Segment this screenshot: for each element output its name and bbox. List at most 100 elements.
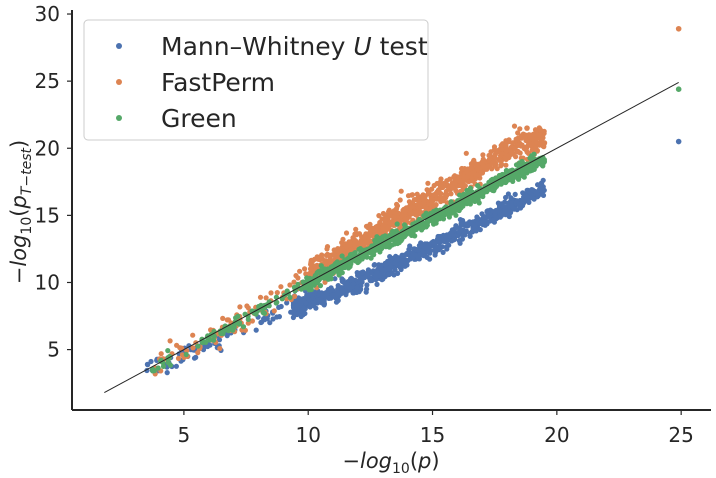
data-point xyxy=(333,268,339,274)
reference-line xyxy=(104,82,679,393)
data-point xyxy=(294,306,300,312)
data-point xyxy=(503,144,509,150)
data-point xyxy=(409,192,415,198)
data-point xyxy=(534,148,540,154)
data-point xyxy=(448,191,454,197)
data-point xyxy=(202,343,208,349)
data-point xyxy=(450,185,456,191)
data-point xyxy=(335,297,341,304)
data-point xyxy=(482,166,488,172)
legend-marker xyxy=(116,115,122,121)
data-point xyxy=(284,300,290,306)
data-point xyxy=(287,294,293,300)
data-point xyxy=(399,213,405,219)
data-point xyxy=(508,195,514,201)
data-point xyxy=(312,272,318,279)
data-point xyxy=(440,216,447,222)
data-point xyxy=(529,136,535,142)
x-ticks: 5 10 15 20 25 xyxy=(178,410,694,447)
data-point xyxy=(408,204,415,210)
data-point xyxy=(434,244,440,250)
data-point xyxy=(367,275,373,281)
data-point xyxy=(288,309,294,315)
data-point xyxy=(443,204,449,210)
data-point xyxy=(431,182,437,189)
x-tick-label: 15 xyxy=(420,423,445,447)
data-point xyxy=(503,179,509,186)
data-point xyxy=(402,262,408,268)
data-point xyxy=(237,304,243,310)
data-point xyxy=(519,142,525,148)
data-point xyxy=(428,202,434,208)
data-point xyxy=(295,311,301,317)
data-point xyxy=(459,166,465,172)
data-point xyxy=(318,263,324,269)
data-point xyxy=(468,195,474,202)
data-point xyxy=(541,187,547,193)
data-point xyxy=(144,361,150,367)
data-point xyxy=(220,315,226,321)
data-point xyxy=(332,252,338,259)
data-point xyxy=(253,327,259,333)
data-point xyxy=(512,191,518,197)
data-point xyxy=(515,130,521,136)
data-point xyxy=(515,148,521,154)
data-point xyxy=(438,176,444,182)
data-point xyxy=(525,187,531,193)
data-point xyxy=(499,212,505,218)
data-point xyxy=(431,218,437,224)
y-axis-label: −log10(pT−test) xyxy=(7,140,35,284)
data-point xyxy=(303,271,309,277)
data-point xyxy=(374,269,380,275)
y-tick-label: 10 xyxy=(35,270,60,294)
data-point xyxy=(410,254,416,260)
data-point xyxy=(482,187,488,193)
data-point xyxy=(164,370,170,376)
data-point xyxy=(362,233,368,240)
data-point xyxy=(524,194,530,200)
data-point xyxy=(540,177,546,183)
data-point xyxy=(326,252,332,258)
data-point xyxy=(421,200,427,206)
data-point xyxy=(495,200,501,206)
data-point xyxy=(386,209,392,215)
data-point xyxy=(349,251,355,257)
data-point xyxy=(321,302,327,308)
data-point xyxy=(287,282,293,288)
outlier-point xyxy=(519,158,525,165)
data-point xyxy=(503,162,509,168)
data-point xyxy=(531,196,537,202)
data-point xyxy=(451,174,457,180)
data-point xyxy=(303,285,309,291)
data-point xyxy=(270,316,276,322)
data-point xyxy=(458,220,464,227)
data-point xyxy=(376,213,382,219)
data-point xyxy=(417,209,423,215)
legend-label: Mann–Whitney U test xyxy=(161,32,428,61)
data-point xyxy=(231,324,237,330)
data-point xyxy=(221,328,227,334)
data-point xyxy=(268,290,274,296)
data-point xyxy=(217,345,223,352)
data-point xyxy=(536,186,543,193)
data-point xyxy=(353,226,359,232)
data-point xyxy=(292,293,298,299)
data-point xyxy=(354,285,360,291)
data-point xyxy=(444,192,450,198)
data-point xyxy=(300,312,306,318)
data-point xyxy=(531,151,537,157)
data-point xyxy=(498,161,505,167)
data-point xyxy=(471,222,477,228)
data-point xyxy=(508,209,514,216)
data-point xyxy=(464,167,470,173)
data-point xyxy=(278,284,284,290)
x-tick-label: 20 xyxy=(544,423,569,447)
data-point xyxy=(225,317,232,323)
data-point xyxy=(440,195,446,201)
data-point xyxy=(480,152,486,158)
data-point xyxy=(261,310,267,316)
data-point xyxy=(444,178,450,184)
data-point xyxy=(308,259,314,265)
data-point xyxy=(432,252,438,258)
